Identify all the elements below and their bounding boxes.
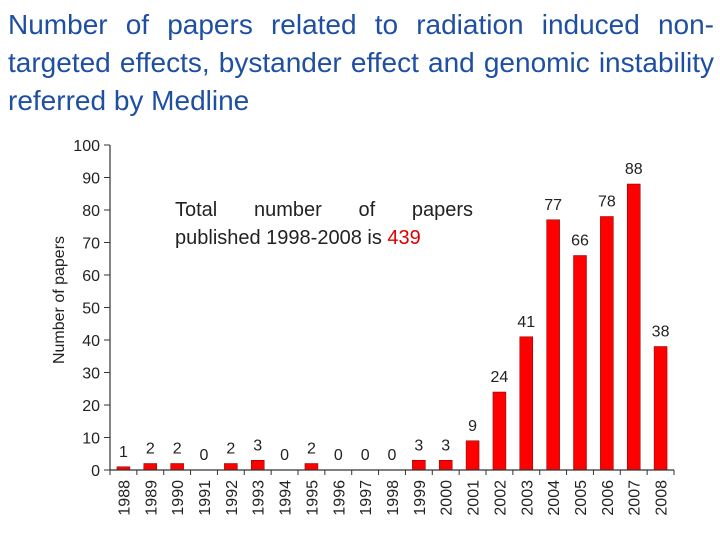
value-label-1993: 3 bbox=[253, 437, 262, 454]
x-tick-label-1990: 1990 bbox=[170, 480, 187, 516]
x-tick-label-1998: 1998 bbox=[385, 480, 402, 516]
bar-1999 bbox=[412, 460, 426, 471]
y-axis-label: Number of papers bbox=[51, 236, 68, 364]
x-tick-label-1993: 1993 bbox=[251, 480, 268, 516]
y-tick-label: 90 bbox=[82, 171, 100, 188]
x-tick-label-1999: 1999 bbox=[412, 480, 429, 516]
x-tick-label-2004: 2004 bbox=[546, 480, 563, 516]
value-label-2007: 88 bbox=[625, 161, 643, 178]
total-papers-annotation: Total number of papers published 1998-20… bbox=[175, 196, 473, 252]
value-label-1998: 0 bbox=[388, 447, 397, 464]
bar-1993 bbox=[250, 460, 265, 471]
bars bbox=[116, 183, 668, 471]
x-tick-label-2001: 2001 bbox=[466, 480, 483, 516]
y-tick-label: 100 bbox=[73, 138, 100, 155]
value-label-2000: 3 bbox=[441, 437, 450, 454]
bar-2002 bbox=[492, 391, 507, 471]
slide-title: Number of papers related to radiation in… bbox=[8, 9, 714, 116]
value-label-1991: 0 bbox=[200, 447, 209, 464]
value-label-2005: 66 bbox=[571, 233, 589, 250]
value-label-1997: 0 bbox=[361, 447, 370, 464]
value-label-1988: 1 bbox=[119, 444, 128, 461]
value-label-1989: 2 bbox=[146, 441, 155, 458]
value-label-2002: 24 bbox=[491, 369, 509, 386]
y-tick-label: 70 bbox=[82, 236, 100, 253]
value-label-1992: 2 bbox=[226, 441, 235, 458]
x-tick-label-2008: 2008 bbox=[654, 480, 671, 516]
x-tick-label-1996: 1996 bbox=[331, 480, 348, 516]
value-label-1995: 2 bbox=[307, 441, 316, 458]
axes bbox=[109, 145, 674, 471]
y-tick-label: 20 bbox=[82, 398, 100, 415]
y-axis-ticks: 0 10 20 30 40 50 60 70 80 90 100 bbox=[73, 138, 110, 480]
annotation-line-1: Total number of papers bbox=[175, 199, 473, 221]
bar-2000 bbox=[438, 460, 453, 471]
value-label-2008: 38 bbox=[652, 324, 670, 341]
x-tick-label-2005: 2005 bbox=[573, 480, 590, 516]
x-tick-label-1989: 1989 bbox=[143, 480, 160, 516]
bar-1990 bbox=[170, 463, 184, 471]
x-tick-label-2002: 2002 bbox=[492, 480, 509, 516]
bar-2004 bbox=[546, 219, 560, 471]
value-label-1990: 2 bbox=[173, 441, 182, 458]
bar-2005 bbox=[573, 255, 587, 471]
bar-2007 bbox=[626, 183, 641, 471]
annotation-line-2: published 1998-2008 is bbox=[175, 227, 382, 249]
bar-2001 bbox=[465, 440, 480, 471]
y-tick-label: 0 bbox=[91, 463, 100, 480]
value-label-2003: 41 bbox=[517, 314, 535, 331]
y-tick-label: 30 bbox=[82, 366, 100, 383]
x-tick-label-2006: 2006 bbox=[600, 480, 617, 516]
x-axis-ticks: 1988 1989 1990 1991 1992 1993 1994 1995 1996 1997… bbox=[109, 470, 675, 516]
x-tick-label-1988: 1988 bbox=[116, 480, 133, 516]
value-label-2006: 78 bbox=[598, 194, 616, 211]
value-label-2004: 77 bbox=[544, 197, 562, 214]
y-tick-label: 60 bbox=[82, 268, 100, 285]
x-tick-label-1997: 1997 bbox=[358, 480, 375, 516]
value-label-1996: 0 bbox=[334, 447, 343, 464]
bar-2006 bbox=[600, 216, 614, 471]
y-tick-label: 50 bbox=[82, 301, 100, 318]
x-tick-label-1995: 1995 bbox=[304, 480, 321, 516]
value-label-2001: 9 bbox=[468, 418, 477, 435]
value-label-1999: 3 bbox=[414, 437, 423, 454]
x-tick-label-2007: 2007 bbox=[627, 480, 644, 516]
x-tick-label-2003: 2003 bbox=[519, 480, 536, 516]
value-label-1994: 0 bbox=[280, 447, 289, 464]
annotation-total: 439 bbox=[387, 227, 421, 249]
y-tick-label: 10 bbox=[82, 431, 100, 448]
bar-2003 bbox=[519, 336, 534, 471]
bar-2008 bbox=[653, 346, 668, 471]
y-tick-label: 40 bbox=[82, 333, 100, 350]
bar-1989 bbox=[143, 463, 158, 471]
bar-1992 bbox=[224, 463, 238, 471]
y-tick-label: 80 bbox=[82, 203, 100, 220]
bar-1995 bbox=[304, 463, 319, 471]
x-tick-label-1994: 1994 bbox=[278, 480, 295, 516]
x-tick-label-2000: 2000 bbox=[439, 480, 456, 516]
x-tick-label-1991: 1991 bbox=[197, 480, 214, 516]
x-tick-label-1992: 1992 bbox=[224, 480, 241, 516]
